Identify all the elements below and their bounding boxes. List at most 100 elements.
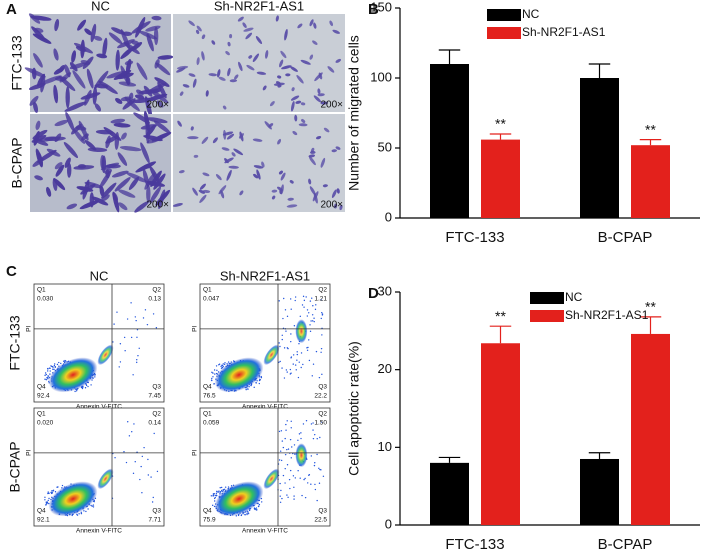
panel-label: C xyxy=(6,263,17,280)
cell xyxy=(96,53,108,59)
event xyxy=(253,386,255,389)
event xyxy=(64,360,67,362)
event xyxy=(85,384,88,387)
event xyxy=(298,361,300,363)
cell xyxy=(102,37,108,58)
event xyxy=(321,312,323,314)
cell xyxy=(31,134,47,143)
event xyxy=(213,383,215,385)
event xyxy=(91,505,93,507)
event xyxy=(212,372,214,374)
event xyxy=(301,304,304,306)
cell xyxy=(69,62,78,72)
column-header: NC xyxy=(90,268,109,283)
cell xyxy=(275,81,281,85)
event xyxy=(290,356,293,358)
event xyxy=(152,496,154,499)
x-axis-label: Annexin V-FITC xyxy=(242,528,288,535)
event xyxy=(125,461,128,464)
event xyxy=(288,478,291,481)
error-bar xyxy=(639,316,662,334)
event xyxy=(286,448,288,451)
event xyxy=(313,464,316,467)
quadrant-name: Q1 xyxy=(37,411,46,418)
event xyxy=(313,317,315,319)
cell xyxy=(292,130,298,136)
cell xyxy=(157,55,174,60)
event xyxy=(279,482,281,485)
event xyxy=(294,364,297,366)
cell xyxy=(231,152,236,157)
event xyxy=(316,453,318,456)
cell xyxy=(196,57,200,66)
cell xyxy=(133,112,151,124)
cell xyxy=(233,148,244,156)
event xyxy=(130,336,133,339)
event xyxy=(297,376,300,379)
event xyxy=(218,490,220,492)
event xyxy=(245,388,247,391)
cell xyxy=(80,60,91,65)
y-tick-label: 20 xyxy=(378,361,392,376)
y-axis-label: PI xyxy=(192,326,199,332)
event xyxy=(56,363,59,366)
cell xyxy=(291,87,295,92)
cell xyxy=(256,71,267,75)
cell xyxy=(79,200,100,210)
event xyxy=(84,387,87,389)
cell xyxy=(112,191,120,213)
event xyxy=(285,330,287,332)
event xyxy=(244,514,246,516)
event xyxy=(116,311,118,313)
event xyxy=(133,423,135,425)
cell xyxy=(226,169,232,181)
quadrant-value: 1.21 xyxy=(314,296,327,303)
event xyxy=(92,506,95,508)
event xyxy=(45,504,47,506)
event xyxy=(304,496,307,499)
event xyxy=(54,366,56,368)
event xyxy=(297,470,299,472)
event xyxy=(213,497,216,500)
cell xyxy=(335,146,341,150)
cell xyxy=(331,189,337,199)
event xyxy=(257,505,260,508)
y-axis-label: Cell apoptotic rate(%) xyxy=(346,341,362,476)
event xyxy=(123,336,126,339)
event xyxy=(80,511,82,514)
cell xyxy=(146,117,168,124)
cell xyxy=(145,25,161,32)
event xyxy=(47,377,49,379)
row-label: FTC-133 xyxy=(7,315,23,370)
event xyxy=(138,347,140,349)
cell xyxy=(301,119,306,123)
event xyxy=(132,472,135,475)
event xyxy=(315,304,317,306)
cell xyxy=(224,157,234,164)
cell xyxy=(53,84,59,104)
event xyxy=(128,435,131,437)
magnification: 200× xyxy=(320,100,343,111)
cell xyxy=(237,16,244,22)
event xyxy=(130,302,132,304)
event xyxy=(279,345,281,348)
event xyxy=(142,317,145,319)
event xyxy=(297,439,299,441)
error-bar xyxy=(489,133,512,140)
event xyxy=(147,474,150,476)
event xyxy=(292,354,295,356)
event xyxy=(310,455,313,457)
event xyxy=(306,347,308,349)
cell xyxy=(111,170,129,178)
event xyxy=(216,369,218,372)
cell xyxy=(313,22,317,29)
cell xyxy=(280,50,287,59)
event xyxy=(309,300,312,302)
event xyxy=(309,324,311,326)
event xyxy=(319,436,321,439)
legend-swatch xyxy=(487,27,521,39)
cell xyxy=(286,204,298,208)
cell xyxy=(117,152,128,166)
event xyxy=(286,315,289,318)
row-label: B-CPAP xyxy=(7,441,23,492)
